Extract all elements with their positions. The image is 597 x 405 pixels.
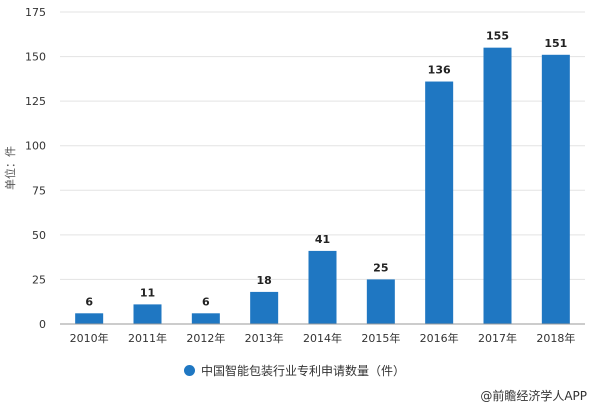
legend-swatch <box>184 365 195 376</box>
y-tick-label: 75 <box>32 184 46 197</box>
y-tick-label: 25 <box>32 273 46 286</box>
legend-label: 中国智能包装行业专利申请数量（件） <box>201 364 406 378</box>
source-credit: @前瞻经济学人APP <box>480 389 587 403</box>
bar <box>483 47 512 325</box>
legend: 中国智能包装行业专利申请数量（件） <box>184 362 405 379</box>
x-axis-ticks: 2010年 2011年 2012年 2013年 2014年 2015年 2016年 2017年… <box>70 331 576 345</box>
x-tick-label: 2013年 <box>245 331 284 345</box>
x-tick-label: 2018年 <box>536 331 575 345</box>
data-label: 6 <box>202 295 210 308</box>
bars <box>75 47 570 325</box>
y-tick-label: 0 <box>39 318 46 331</box>
bar <box>541 54 570 324</box>
bar <box>133 304 162 324</box>
y-tick-label: 100 <box>25 140 46 153</box>
x-tick-label: 2015年 <box>361 331 400 345</box>
data-label: 41 <box>315 233 330 246</box>
bar <box>191 313 220 324</box>
x-tick-label: 2017年 <box>478 331 517 345</box>
data-labels: 6 11 6 18 41 25 136 155 151 <box>85 30 567 309</box>
data-label: 155 <box>486 30 509 43</box>
y-tick-label: 175 <box>25 6 46 19</box>
x-tick-label: 2014年 <box>303 331 342 345</box>
data-label: 151 <box>544 37 567 50</box>
bar <box>250 291 279 324</box>
y-tick-label: 125 <box>25 95 46 108</box>
data-label: 11 <box>140 286 155 299</box>
bar <box>425 81 454 324</box>
x-tick-label: 2011年 <box>128 331 167 345</box>
y-tick-label: 150 <box>25 51 46 64</box>
gridlines <box>60 11 585 280</box>
data-label: 6 <box>85 295 93 308</box>
bar <box>75 313 104 324</box>
y-tick-label: 50 <box>32 229 46 242</box>
x-tick-label: 2016年 <box>420 331 459 345</box>
bar <box>366 279 395 324</box>
y-axis-label: 单位：件 <box>3 146 17 190</box>
x-tick-label: 2012年 <box>186 331 225 345</box>
y-axis-ticks: 0 25 50 75 100 125 150 175 <box>25 6 46 331</box>
data-label: 136 <box>428 64 451 77</box>
bar <box>308 250 337 324</box>
data-label: 25 <box>373 261 388 274</box>
data-label: 18 <box>257 274 272 287</box>
x-tick-label: 2010年 <box>70 331 109 345</box>
